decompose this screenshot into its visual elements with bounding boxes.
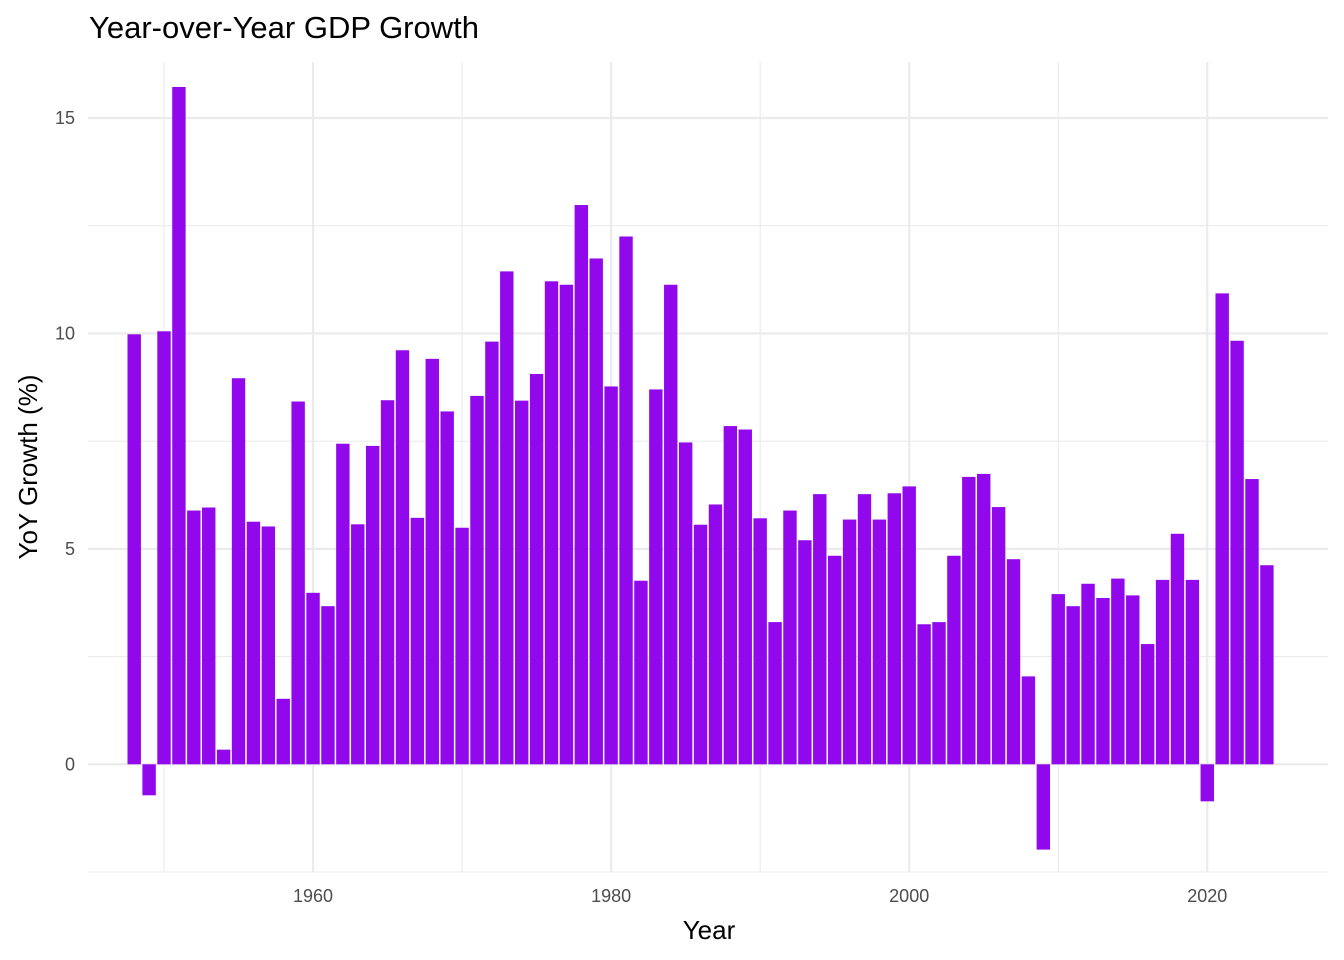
y-axis-title: YoY Growth (%) <box>13 375 43 560</box>
y-tick-label: 0 <box>65 754 75 774</box>
bar-1999 <box>887 493 901 765</box>
bar-1961 <box>321 606 335 765</box>
bar-1993 <box>798 540 812 765</box>
x-axis-ticks: 1960 1980 2000 2020 <box>293 886 1227 906</box>
bar-1974 <box>515 400 529 765</box>
bar-1994 <box>813 494 827 765</box>
y-tick-label: 15 <box>55 108 75 128</box>
bar-2020 <box>1200 764 1214 802</box>
bar-1972 <box>485 341 499 765</box>
bar-1984 <box>664 284 678 765</box>
bar-1957 <box>261 526 276 765</box>
y-tick-label: 5 <box>65 539 75 559</box>
bar-1954 <box>216 749 231 765</box>
x-axis-title: Year <box>683 915 736 945</box>
bar-1950 <box>157 331 171 765</box>
bar-2017 <box>1155 579 1170 765</box>
bar-1983 <box>649 389 663 765</box>
bar-2014 <box>1111 578 1125 765</box>
bar-1965 <box>380 400 395 765</box>
x-tick-label: 1980 <box>591 886 631 906</box>
bar-2009 <box>1036 764 1051 850</box>
bar-2001 <box>917 624 931 765</box>
x-tick-label: 2000 <box>889 886 929 906</box>
bar-1958 <box>276 698 290 765</box>
y-tick-label: 10 <box>55 323 75 343</box>
bar-1996 <box>842 519 857 765</box>
bar-2021 <box>1215 293 1229 765</box>
bar-1948 <box>127 334 141 765</box>
bar-1989 <box>738 429 752 765</box>
bar-2019 <box>1185 579 1200 765</box>
bar-2003 <box>947 555 961 765</box>
bar-1953 <box>202 507 216 765</box>
bar-2004 <box>962 476 976 765</box>
bar-1980 <box>604 386 618 765</box>
bar-1988 <box>723 426 738 765</box>
bar-1952 <box>187 510 201 765</box>
bar-1951 <box>172 86 186 765</box>
bar-1970 <box>455 527 469 765</box>
bar-2006 <box>991 507 1006 765</box>
bar-2013 <box>1096 597 1110 765</box>
bar-1992 <box>783 510 797 765</box>
bar-2007 <box>1006 559 1021 765</box>
bar-1963 <box>351 524 365 765</box>
bars <box>127 86 1274 850</box>
bar-2012 <box>1081 583 1095 765</box>
bar-1997 <box>857 494 872 765</box>
y-axis-ticks: 0 5 10 15 <box>55 108 75 774</box>
bar-2018 <box>1170 533 1185 765</box>
bar-1962 <box>336 443 350 765</box>
bar-1998 <box>872 519 887 765</box>
bar-2022 <box>1230 340 1244 765</box>
bar-2023 <box>1245 479 1259 765</box>
bar-1995 <box>827 555 842 765</box>
bar-1975 <box>529 373 544 765</box>
bar-2011 <box>1066 606 1080 765</box>
bar-2016 <box>1140 644 1155 765</box>
bar-2015 <box>1126 595 1140 765</box>
bar-1973 <box>500 271 514 765</box>
bar-1964 <box>365 445 380 765</box>
bar-1968 <box>425 358 439 765</box>
bar-1971 <box>470 395 484 765</box>
bar-1987 <box>708 504 723 765</box>
bar-1969 <box>440 411 454 765</box>
bar-1956 <box>246 521 261 765</box>
bar-1976 <box>544 281 559 765</box>
bar-1979 <box>589 258 603 765</box>
bar-1985 <box>678 442 693 765</box>
bar-1986 <box>693 524 708 765</box>
bar-2010 <box>1051 594 1065 765</box>
bar-1981 <box>619 236 633 765</box>
bar-1955 <box>231 378 246 765</box>
bar-1978 <box>574 205 589 765</box>
x-tick-label: 1960 <box>293 886 333 906</box>
bar-2008 <box>1021 676 1036 765</box>
bar-2024 <box>1260 565 1274 765</box>
bar-1982 <box>634 580 648 765</box>
x-tick-label: 2020 <box>1187 886 1227 906</box>
bar-1949 <box>142 764 156 796</box>
bar-1960 <box>306 592 320 765</box>
bar-2005 <box>977 473 991 765</box>
chart-title: Year-over-Year GDP Growth <box>89 10 479 45</box>
bar-2002 <box>932 622 946 765</box>
bar-1959 <box>291 401 305 765</box>
bar-1967 <box>410 517 425 765</box>
bar-2000 <box>902 486 916 765</box>
bar-1991 <box>768 622 782 765</box>
bar-1990 <box>753 518 767 765</box>
bar-1966 <box>395 350 410 765</box>
bar-1977 <box>559 284 574 765</box>
